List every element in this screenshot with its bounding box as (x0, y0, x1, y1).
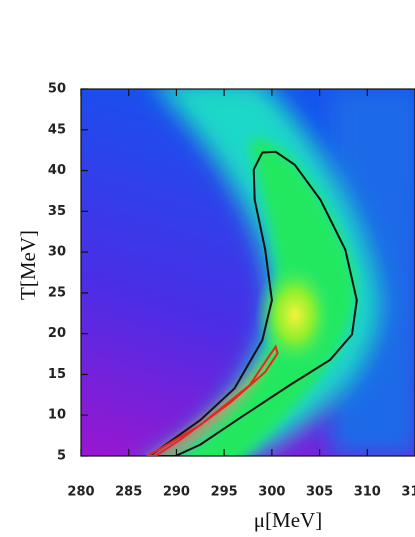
y-tick-label: 20 (48, 326, 66, 341)
plot-frame (80, 88, 415, 457)
y-tick-label: 45 (48, 122, 66, 137)
y-axis-label: T[MeV] (16, 230, 40, 300)
axes: 5 10 15 20 25 30 35 40 45 50 280 285 290 295 300 305 310… (48, 82, 415, 500)
x-tick-label: 315 (401, 485, 415, 500)
x-tick-label: 305 (306, 485, 333, 500)
x-axis-label: μ[MeV] (254, 508, 322, 532)
contour-line (145, 344, 279, 456)
x-tick-label: 310 (354, 485, 381, 500)
y-tick-label: 10 (48, 408, 66, 423)
y-tick-label: 5 (57, 449, 66, 464)
y-tick-label: 30 (48, 245, 66, 260)
x-tick-label: 295 (211, 485, 238, 500)
contour-line (147, 150, 358, 456)
y-tick-label: 50 (48, 82, 66, 97)
y-tick-label: 40 (48, 163, 66, 178)
y-tick-label: 25 (48, 285, 66, 300)
y-tick-label: 15 (48, 367, 66, 382)
y-tick-label: 35 (48, 204, 66, 219)
x-tick-label: 290 (163, 485, 190, 500)
x-tick-label: 285 (115, 485, 142, 500)
x-tick-label: 300 (258, 485, 285, 500)
contour-group (145, 344, 279, 456)
contour-group (147, 150, 358, 456)
x-tick-label: 280 (67, 485, 94, 500)
